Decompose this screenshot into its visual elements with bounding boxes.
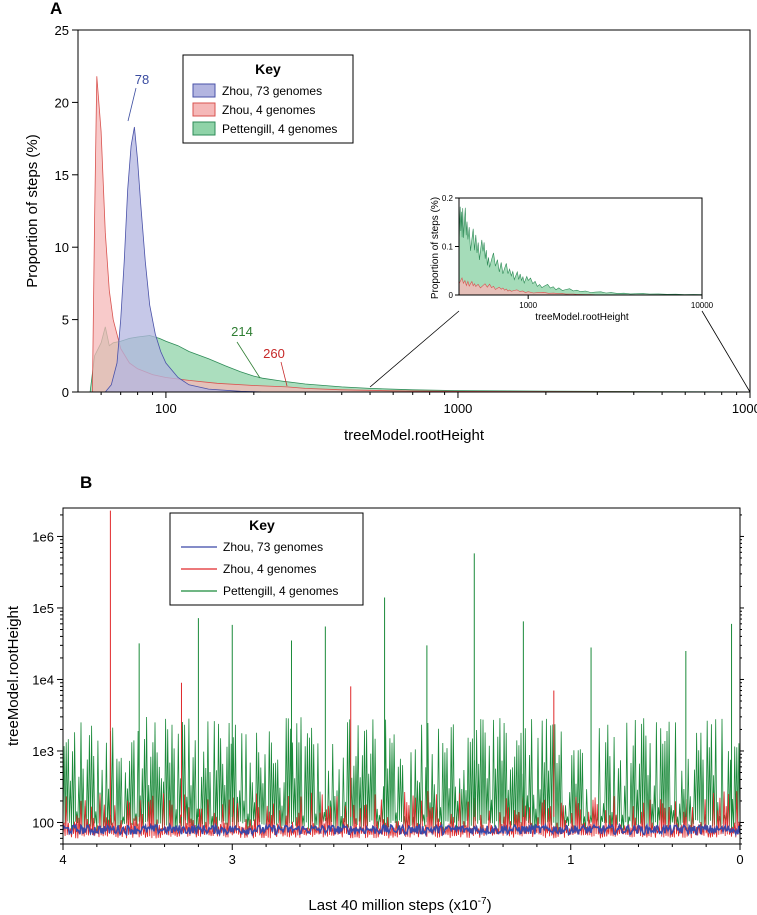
trace-series-2 — [62, 822, 741, 838]
panel-a-legend-title: Key — [255, 61, 281, 77]
panel-b-xlabel-exponent: -7 — [478, 896, 487, 907]
a-legend-label-1: Zhou, 4 genomes — [222, 103, 315, 117]
a-ytick-label-2: 10 — [55, 240, 69, 255]
panel-b-axes: 4 3 2 1 0 100 1e3 1e4 1e5 1e6 — [32, 514, 744, 867]
area-series-2 — [104, 126, 266, 393]
a-xtick-label-1: 1000 — [443, 401, 472, 416]
b-ytick-label-3: 1e5 — [32, 601, 54, 616]
inset-area-0 — [458, 206, 703, 296]
annotation-leader-1 — [236, 341, 261, 379]
inset-zoom-line-right — [701, 310, 751, 393]
b-xtick-label-1: 3 — [229, 852, 236, 867]
inset-ytick-label-1: 0.1 — [442, 243, 454, 252]
inset-xtick-label-1: 10000 — [691, 301, 714, 310]
b-xtick-label-4: 0 — [736, 852, 743, 867]
inset-zoom-line-left — [369, 310, 460, 388]
panel-b-ylabel: treeModel.rootHeight — [5, 605, 22, 746]
b-ytick-label-2: 1e4 — [32, 672, 54, 687]
panel-b-xlabel-main: Last 40 million steps (x10 — [308, 897, 477, 914]
panel-b-legend-title: Key — [249, 517, 275, 533]
panel-a-areas — [89, 76, 751, 393]
panel-a-axes: 1001000100000510152025 — [55, 23, 757, 416]
annotation-leader-0 — [127, 87, 137, 122]
a-xtick-label-2: 10000 — [732, 401, 757, 416]
panel-b-legend: Key Zhou, 73 genomes Zhou, 4 genomes Pette… — [169, 512, 364, 606]
b-ytick-label-0: 100 — [32, 815, 54, 830]
panel-a-legend: Key Zhou, 73 genomes Zhou, 4 genomes Pette… — [182, 54, 354, 144]
trace-series-0 — [62, 716, 741, 833]
panel-a-plot-frame — [77, 29, 751, 393]
b-legend-label-2: Pettengill, 4 genomes — [223, 584, 338, 598]
annotation-78: 78 — [135, 72, 149, 87]
b-legend-label-1: Zhou, 4 genomes — [223, 562, 316, 576]
a-xtick-label-0: 100 — [155, 401, 177, 416]
panel-b-xlabel-close: ) — [487, 897, 492, 914]
a-legend-swatch-2 — [192, 121, 216, 136]
inset-xtick-label-0: 1000 — [519, 301, 537, 310]
panel-a-annotations: 78 214 260 — [127, 72, 288, 387]
panel-a-label: A — [50, 0, 62, 18]
a-legend-swatch-1 — [192, 102, 216, 117]
panel-b-xlabel: Last 40 million steps (x10-7) — [308, 896, 491, 914]
panel-a-inset: 1000 10000 0 0.1 0.2 treeModel.rootHeight Pr… — [369, 194, 751, 393]
a-ytick-label-0: 0 — [62, 385, 69, 400]
annotation-leader-2 — [280, 361, 288, 387]
a-legend-label-2: Pettengill, 4 genomes — [222, 122, 337, 136]
a-ytick-label-5: 25 — [55, 23, 69, 38]
a-legend-swatch-0 — [192, 83, 216, 98]
annotation-214: 214 — [231, 324, 253, 339]
b-xtick-label-2: 2 — [398, 852, 405, 867]
inset-ytick-label-2: 0.2 — [442, 194, 454, 203]
inset-ylabel: Proportion of steps (%) — [430, 197, 441, 299]
b-xtick-label-0: 4 — [59, 852, 66, 867]
a-ytick-label-1: 5 — [62, 313, 69, 328]
a-ytick-label-3: 15 — [55, 168, 69, 183]
panel-b-lines — [62, 510, 741, 839]
b-xtick-label-3: 1 — [567, 852, 574, 867]
b-ytick-label-4: 1e6 — [32, 529, 54, 544]
panel-a-xlabel: treeModel.rootHeight — [344, 427, 485, 444]
panel-b-label: B — [80, 473, 92, 492]
a-ytick-label-4: 20 — [55, 95, 69, 110]
b-ytick-label-1: 1e3 — [32, 744, 54, 759]
inset-xlabel: treeModel.rootHeight — [535, 312, 629, 323]
inset-ytick-label-0: 0 — [449, 291, 454, 300]
a-legend-label-0: Zhou, 73 genomes — [222, 84, 322, 98]
b-legend-label-0: Zhou, 73 genomes — [223, 540, 323, 554]
annotation-260: 260 — [263, 346, 285, 361]
panel-a-ylabel: Proportion of steps (%) — [24, 134, 41, 287]
panel-b-chart: B 4 3 2 1 0 100 1e3 1e4 1e5 1e6 Last 40 million s… — [5, 473, 744, 914]
